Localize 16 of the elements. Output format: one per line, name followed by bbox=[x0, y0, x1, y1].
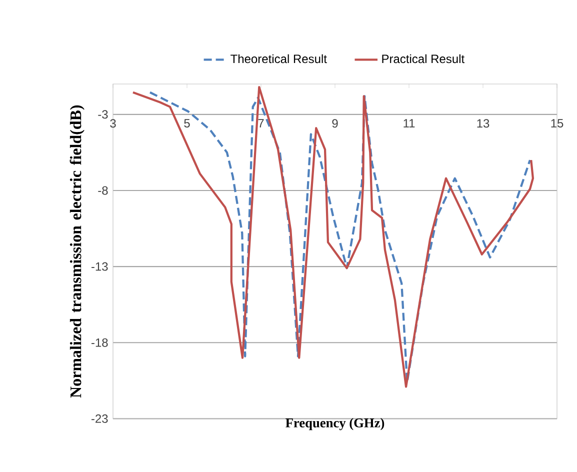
y-tick-label: -13 bbox=[91, 262, 108, 271]
legend-label: Practical Result bbox=[382, 54, 464, 64]
x-tick-label: 7 bbox=[258, 119, 264, 128]
x-tick-label: 15 bbox=[551, 119, 564, 128]
y-tick-label: -8 bbox=[98, 186, 108, 195]
x-tick-label: 11 bbox=[404, 119, 415, 128]
x-axis-title: Frequency (GHz) bbox=[286, 418, 384, 430]
legend-label: Theoretical Result bbox=[230, 54, 327, 64]
y-tick-label: -18 bbox=[91, 338, 108, 347]
y-axis-title: Normalized transmission electric field(dB) bbox=[70, 105, 84, 398]
y-tick-label: -23 bbox=[91, 414, 108, 423]
y-tick-label: -3 bbox=[98, 110, 108, 119]
x-tick-label: 5 bbox=[184, 119, 190, 128]
x-tick-label: 9 bbox=[332, 119, 338, 128]
x-tick-label: 3 bbox=[110, 119, 116, 128]
x-tick-label: 13 bbox=[477, 119, 490, 128]
